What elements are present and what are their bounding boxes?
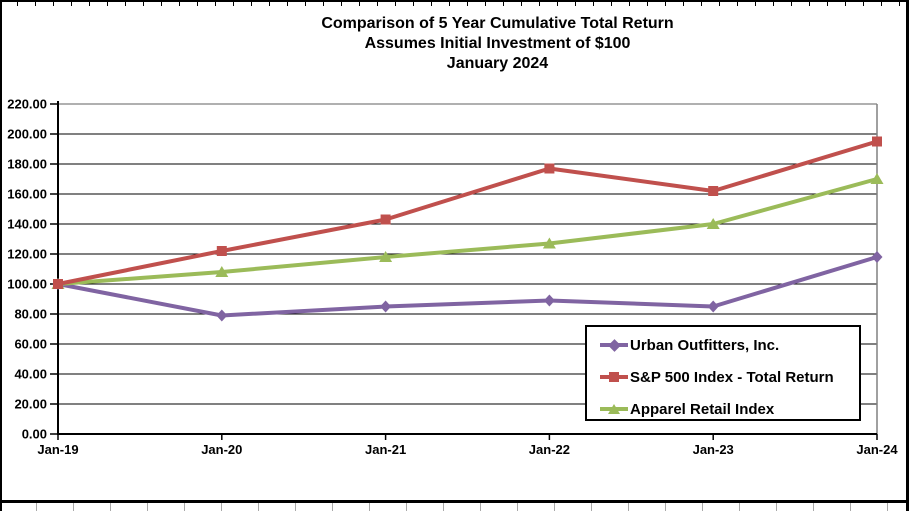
series-line-apparel-retail-index <box>56 177 879 286</box>
data-point-marker-square <box>216 246 227 256</box>
frame-border-bottom <box>0 500 909 503</box>
data-point-marker-square <box>872 136 882 147</box>
x-tick-label: Jan-19 <box>37 442 78 457</box>
data-point-marker-square <box>544 163 555 174</box>
y-tick-label: 220.00 <box>7 97 47 112</box>
legend-triangle-marker-icon <box>600 401 628 417</box>
x-tick-label: Jan-23 <box>693 442 734 457</box>
x-tick-label: Jan-20 <box>201 442 242 457</box>
legend-item: S&P 500 Index - Total Return <box>587 361 859 393</box>
y-tick-label: 180.00 <box>7 157 47 172</box>
x-tick-label: Jan-22 <box>529 442 570 457</box>
chart-title-line-3: January 2024 <box>446 55 549 72</box>
y-tick-label: 40.00 <box>14 367 47 382</box>
data-point-marker-diamond <box>543 294 555 307</box>
data-point-marker-triangle <box>706 218 720 229</box>
legend-item: Urban Outfitters, Inc. <box>587 329 859 361</box>
y-tick-label: 160.00 <box>7 187 47 202</box>
triangle-icon <box>608 404 620 414</box>
data-point-marker-diamond <box>871 251 883 263</box>
frame-border-top <box>0 0 909 2</box>
x-tick-label: Jan-24 <box>856 442 898 457</box>
frame-border-bottom-ticks <box>0 503 909 511</box>
frame-border-right <box>906 0 909 511</box>
data-point-marker-square <box>380 214 391 225</box>
y-tick-label: 0.00 <box>22 427 47 442</box>
data-point-marker-triangle <box>870 173 884 184</box>
chart-title-line-2: Assumes Initial Investment of $100 <box>364 35 631 52</box>
y-tick-label: 80.00 <box>14 307 47 322</box>
legend-diamond-marker-icon <box>600 337 628 353</box>
legend-square-marker-icon <box>600 369 628 385</box>
data-point-marker-diamond <box>380 300 392 313</box>
square-icon <box>609 372 619 382</box>
frame-border-top-ticks <box>0 2 909 6</box>
legend: Urban Outfitters, Inc. S&P 500 Index - To… <box>585 325 861 421</box>
chart-title-line-1: Comparison of 5 Year Cumulative Total Re… <box>321 15 674 32</box>
data-point-marker-triangle <box>542 237 556 249</box>
data-point-marker-triangle <box>215 266 229 277</box>
legend-label: Apparel Retail Index <box>630 400 775 418</box>
legend-label: Urban Outfitters, Inc. <box>630 336 780 354</box>
y-tick-label: 140.00 <box>7 217 47 232</box>
data-point-marker-square <box>53 279 63 289</box>
y-tick-label: 200.00 <box>7 127 47 142</box>
y-tick-label: 120.00 <box>7 247 47 262</box>
data-point-marker-triangle <box>379 251 393 262</box>
y-tick-label: 60.00 <box>14 337 47 352</box>
x-tick-label: Jan-21 <box>365 442 406 457</box>
legend-label: S&P 500 Index - Total Return <box>630 368 834 386</box>
series-line-urban-outfitters-inc <box>56 255 879 318</box>
series-line-s-p-500-index-total-return <box>56 139 879 286</box>
y-tick-label: 100.00 <box>7 277 47 292</box>
chart-title: Comparison of 5 Year Cumulative Total Re… <box>90 14 905 74</box>
legend-item: Apparel Retail Index <box>587 393 859 425</box>
y-tick-label: 20.00 <box>14 397 47 412</box>
data-point-marker-square <box>708 186 719 196</box>
frame-border-left <box>0 0 2 511</box>
data-point-marker-diamond <box>216 309 228 322</box>
data-point-marker-diamond <box>707 300 719 313</box>
diamond-icon <box>607 338 621 352</box>
